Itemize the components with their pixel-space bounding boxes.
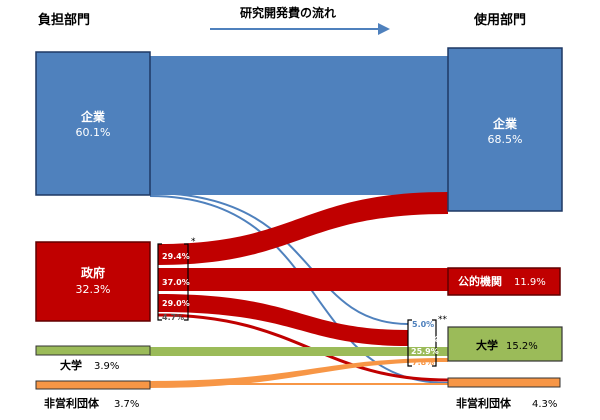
flow-government-company [158, 192, 448, 265]
source-nonprofit-label: 非営利団体 [44, 396, 100, 410]
header-title: 研究開発費の流れ [240, 5, 336, 20]
header-source-label: 負担部門 [38, 12, 90, 28]
target-university-label: 大学 [476, 338, 498, 352]
source-nonprofit-box: 非営利団体 3.7% [35, 380, 151, 410]
university-breakdown-value: 5.0% [412, 320, 434, 329]
header-target-label: 使用部門 [473, 12, 526, 28]
flow-nonprofit-university [150, 358, 448, 388]
university-breakdown: 5.0% 61.3% 25.9% 7.8% ** [407, 315, 448, 367]
target-university-box: 大学 15.2% [447, 326, 563, 362]
flow-government-university [158, 294, 408, 346]
government-breakdown: 29.4% 37.0% 29.0% 4.7% * [157, 237, 196, 322]
source-company-box: 企業 60.1% [35, 51, 151, 196]
source-company-pct: 60.1% [76, 126, 111, 139]
government-breakdown-mark: * [191, 237, 196, 247]
university-breakdown-value: 61.3% [411, 335, 439, 344]
source-company-label: 企業 [80, 109, 106, 124]
source-government-pct: 32.3% [76, 283, 111, 296]
source-university-pct: 3.9% [94, 361, 119, 372]
flow-company-university [149, 192, 409, 325]
university-breakdown-value: 25.9% [411, 347, 439, 356]
government-breakdown-value: 37.0% [162, 278, 190, 287]
source-government-label: 政府 [81, 265, 105, 280]
source-university-box: 大学 3.9% [35, 345, 151, 372]
target-company-pct: 68.5% [488, 133, 523, 146]
target-public-pct: 11.9% [514, 277, 546, 288]
flow-arrow-icon [210, 23, 390, 35]
source-university-label: 大学 [60, 358, 82, 372]
target-public-box: 公的機関 11.9% [447, 267, 561, 296]
flow-government-public [158, 268, 448, 291]
source-government-box: 政府 32.3% [35, 241, 151, 322]
target-nonprofit-box: 非営利団体 4.3% [447, 377, 561, 410]
target-nonprofit-label: 非営利団体 [456, 396, 512, 410]
target-nonprofit-pct: 4.3% [532, 399, 557, 410]
flow-university-university [150, 347, 448, 356]
target-public-label: 公的機関 [458, 274, 502, 288]
target-university-pct: 15.2% [506, 341, 538, 352]
government-breakdown-value: 4.7% [162, 313, 184, 322]
target-company-box: 企業 68.5% [447, 47, 563, 212]
source-nonprofit-pct: 3.7% [114, 399, 139, 410]
government-breakdown-value: 29.0% [162, 299, 190, 308]
university-breakdown-mark: ** [438, 315, 448, 325]
target-company-label: 企業 [492, 116, 518, 131]
university-breakdown-value: 7.8% [412, 358, 434, 367]
government-breakdown-value: 29.4% [162, 252, 190, 261]
flow-company-company [150, 56, 448, 195]
